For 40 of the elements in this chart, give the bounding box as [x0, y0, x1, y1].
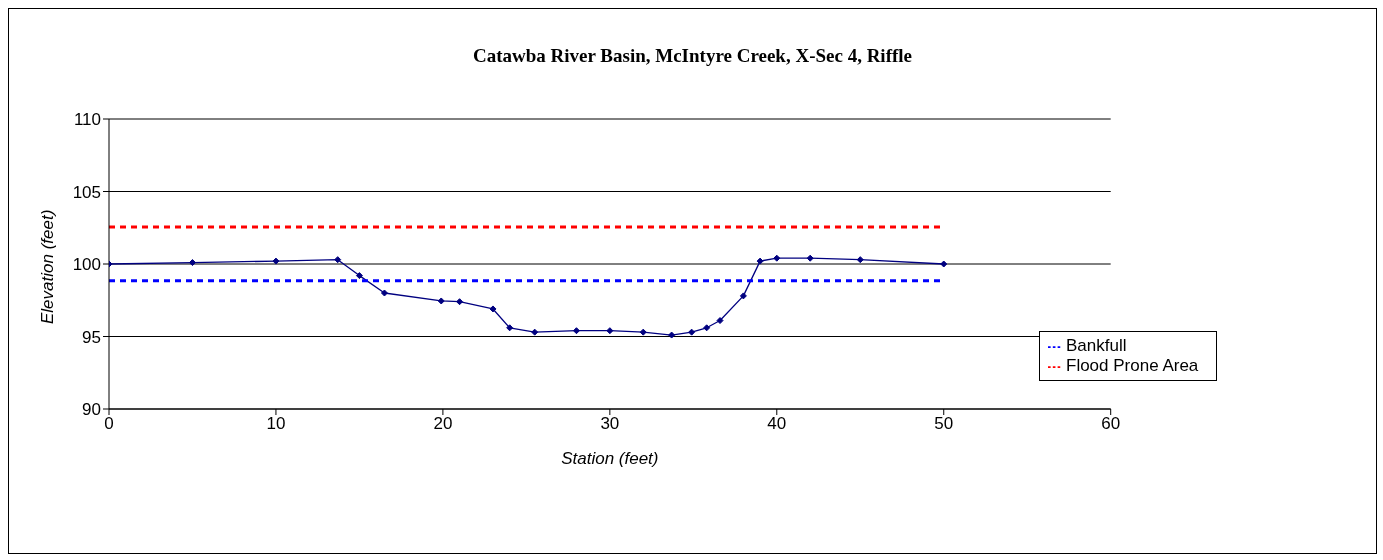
- y-tick-label: 110: [73, 110, 101, 130]
- y-tick-label: 105: [72, 182, 101, 202]
- point: [716, 317, 724, 325]
- point: [188, 259, 196, 267]
- y-tick-label: 100: [72, 255, 101, 275]
- point: [806, 254, 814, 262]
- point: [380, 289, 388, 297]
- point: [531, 328, 539, 336]
- point: [355, 272, 363, 280]
- x-tick-label: 50: [934, 414, 954, 434]
- x-tick-label: 20: [433, 414, 453, 434]
- point: [756, 257, 764, 265]
- x-tick-label: 10: [266, 414, 286, 434]
- point: [639, 328, 647, 336]
- chart-title: Catawba River Basin, McIntyre Creek, X-Sec 4, Riffle: [471, 45, 913, 67]
- x-axis-title: Station (feet): [561, 449, 659, 468]
- x-tick-label: 0: [104, 414, 114, 434]
- point: [856, 256, 864, 264]
- point: [940, 260, 948, 268]
- point: [489, 305, 497, 313]
- point: [456, 298, 464, 306]
- point: [572, 327, 580, 335]
- point: [739, 292, 747, 300]
- legend-label: Flood Prone Area: [1066, 356, 1199, 375]
- x-tick-label: 60: [1101, 414, 1121, 434]
- point: [773, 254, 781, 262]
- legend-label: Bankfull: [1066, 336, 1127, 355]
- point: [668, 331, 676, 339]
- point: [334, 256, 342, 264]
- y-axis-title: Elevation (feet): [38, 209, 58, 324]
- point: [437, 297, 445, 305]
- x-tick-label: 30: [600, 414, 620, 434]
- point: [688, 328, 696, 336]
- point: [703, 324, 711, 332]
- y-tick-label: 95: [82, 327, 101, 347]
- point: [606, 327, 614, 335]
- x-tick-label: 40: [767, 414, 787, 434]
- point: [272, 257, 280, 265]
- y-tick-label: 90: [82, 400, 101, 420]
- point: [506, 324, 514, 332]
